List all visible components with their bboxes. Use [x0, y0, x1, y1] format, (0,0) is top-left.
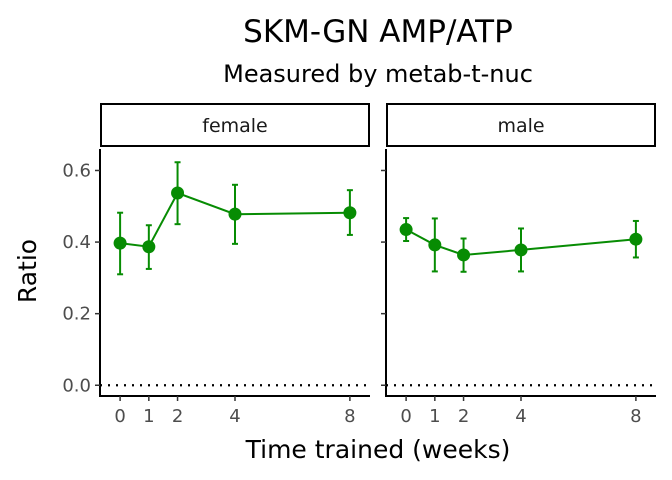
x-tick-label: 1 — [143, 406, 154, 427]
x-axis-title: Time trained (weeks) — [245, 435, 511, 464]
strip-label: female — [202, 115, 268, 137]
y-tick-label: 0.4 — [62, 232, 91, 253]
data-point — [428, 238, 442, 252]
y-tick-label: 0.2 — [62, 304, 91, 325]
strip-label: male — [497, 115, 544, 137]
data-point — [228, 207, 242, 221]
data-point — [113, 236, 127, 250]
x-tick-label: 2 — [458, 406, 469, 427]
y-axis-title: Ratio — [13, 239, 42, 303]
chart-title: SKM-GN AMP/ATP — [243, 14, 513, 50]
x-tick-label: 4 — [515, 406, 526, 427]
data-point — [514, 243, 528, 257]
x-tick-label: 4 — [229, 406, 240, 427]
data-point — [171, 186, 185, 200]
x-tick-label: 0 — [400, 406, 411, 427]
strip-box — [386, 103, 656, 147]
panel-female: female 0.0 0.2 0.4 0.6 0 1 2 4 8 — [62, 103, 370, 427]
data-point — [343, 206, 357, 220]
x-tick-label: 8 — [630, 406, 641, 427]
y-tick-label: 0.0 — [62, 375, 91, 396]
data-point — [457, 248, 471, 262]
data-point — [629, 232, 643, 246]
data-point — [142, 240, 156, 254]
chart-subtitle: Measured by metab-t-nuc — [223, 60, 533, 88]
x-tick-label: 2 — [172, 406, 183, 427]
strip-box — [100, 103, 370, 147]
y-tick-label: 0.6 — [62, 160, 91, 181]
x-tick-label: 8 — [344, 406, 355, 427]
panel-male: male 0 1 2 4 8 — [381, 103, 656, 427]
x-tick-label: 1 — [429, 406, 440, 427]
x-tick-label: 0 — [114, 406, 125, 427]
data-point — [399, 223, 413, 237]
